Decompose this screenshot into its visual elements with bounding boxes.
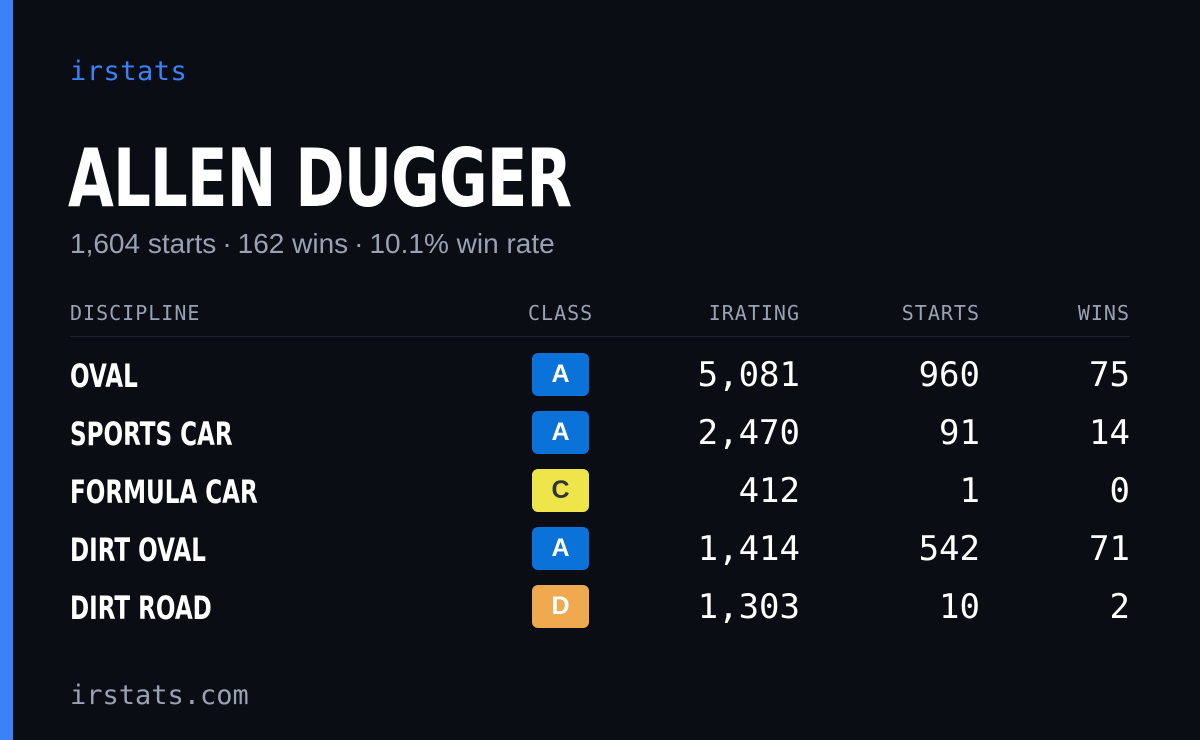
header-discipline: DISCIPLINE xyxy=(70,301,201,325)
table-row: FORMULA CAR C 412 1 0 xyxy=(70,453,1130,512)
table-row: DIRT OVAL A 1,414 542 71 xyxy=(70,511,1130,570)
header-wins: WINS xyxy=(1077,301,1130,325)
starts-cell: 542 xyxy=(918,529,980,569)
starts-summary: 1,604 starts xyxy=(70,228,217,259)
table-row: DIRT ROAD D 1,303 10 2 xyxy=(70,569,1130,628)
class-badge: D xyxy=(532,585,589,628)
accent-bar xyxy=(0,0,13,740)
wins-summary: 162 wins xyxy=(237,228,349,259)
discipline-cell: SPORTS CAR xyxy=(70,415,233,453)
table-body: OVAL A 5,081 960 75 SPORTS CAR A 2,470 91 14 FORMU… xyxy=(70,337,1130,628)
irating-cell: 1,303 xyxy=(697,587,800,627)
wins-cell: 14 xyxy=(1089,413,1130,453)
driver-summary: 1,604 starts · 162 wins · 10.1% win rate xyxy=(70,228,555,260)
starts-cell: 91 xyxy=(939,413,980,453)
driver-name: ALLEN DUGGER xyxy=(68,132,572,225)
irating-cell: 1,414 xyxy=(697,529,800,569)
stats-table: DISCIPLINE CLASS IRATING STARTS WINS OVA… xyxy=(70,296,1130,628)
win-rate-summary: 10.1% win rate xyxy=(369,228,555,259)
table-header: DISCIPLINE CLASS IRATING STARTS WINS xyxy=(70,296,1130,337)
class-badge: A xyxy=(532,411,589,454)
header-irating: IRATING xyxy=(708,301,800,325)
starts-cell: 10 xyxy=(939,587,980,627)
class-badge: C xyxy=(532,469,589,512)
discipline-cell: DIRT OVAL xyxy=(70,531,206,569)
class-badge: A xyxy=(532,353,589,396)
brand-logo-text: irstats xyxy=(70,56,188,87)
table-row: OVAL A 5,081 960 75 xyxy=(70,337,1130,396)
table-row: SPORTS CAR A 2,470 91 14 xyxy=(70,395,1130,454)
class-badge: A xyxy=(532,527,589,570)
discipline-cell: OVAL xyxy=(70,357,138,395)
wins-cell: 75 xyxy=(1089,355,1130,395)
separator-dot: · xyxy=(222,228,232,259)
discipline-cell: FORMULA CAR xyxy=(70,473,258,511)
header-starts: STARTS xyxy=(901,301,980,325)
irating-cell: 5,081 xyxy=(697,355,800,395)
starts-cell: 960 xyxy=(918,355,980,395)
wins-cell: 2 xyxy=(1109,587,1130,627)
footer-url: irstats.com xyxy=(70,680,249,711)
separator-dot: · xyxy=(354,228,364,259)
starts-cell: 1 xyxy=(959,471,980,511)
irating-cell: 412 xyxy=(738,471,800,511)
irating-cell: 2,470 xyxy=(697,413,800,453)
wins-cell: 0 xyxy=(1109,471,1130,511)
header-class: CLASS xyxy=(528,301,594,325)
wins-cell: 71 xyxy=(1089,529,1130,569)
discipline-cell: DIRT ROAD xyxy=(70,589,212,627)
